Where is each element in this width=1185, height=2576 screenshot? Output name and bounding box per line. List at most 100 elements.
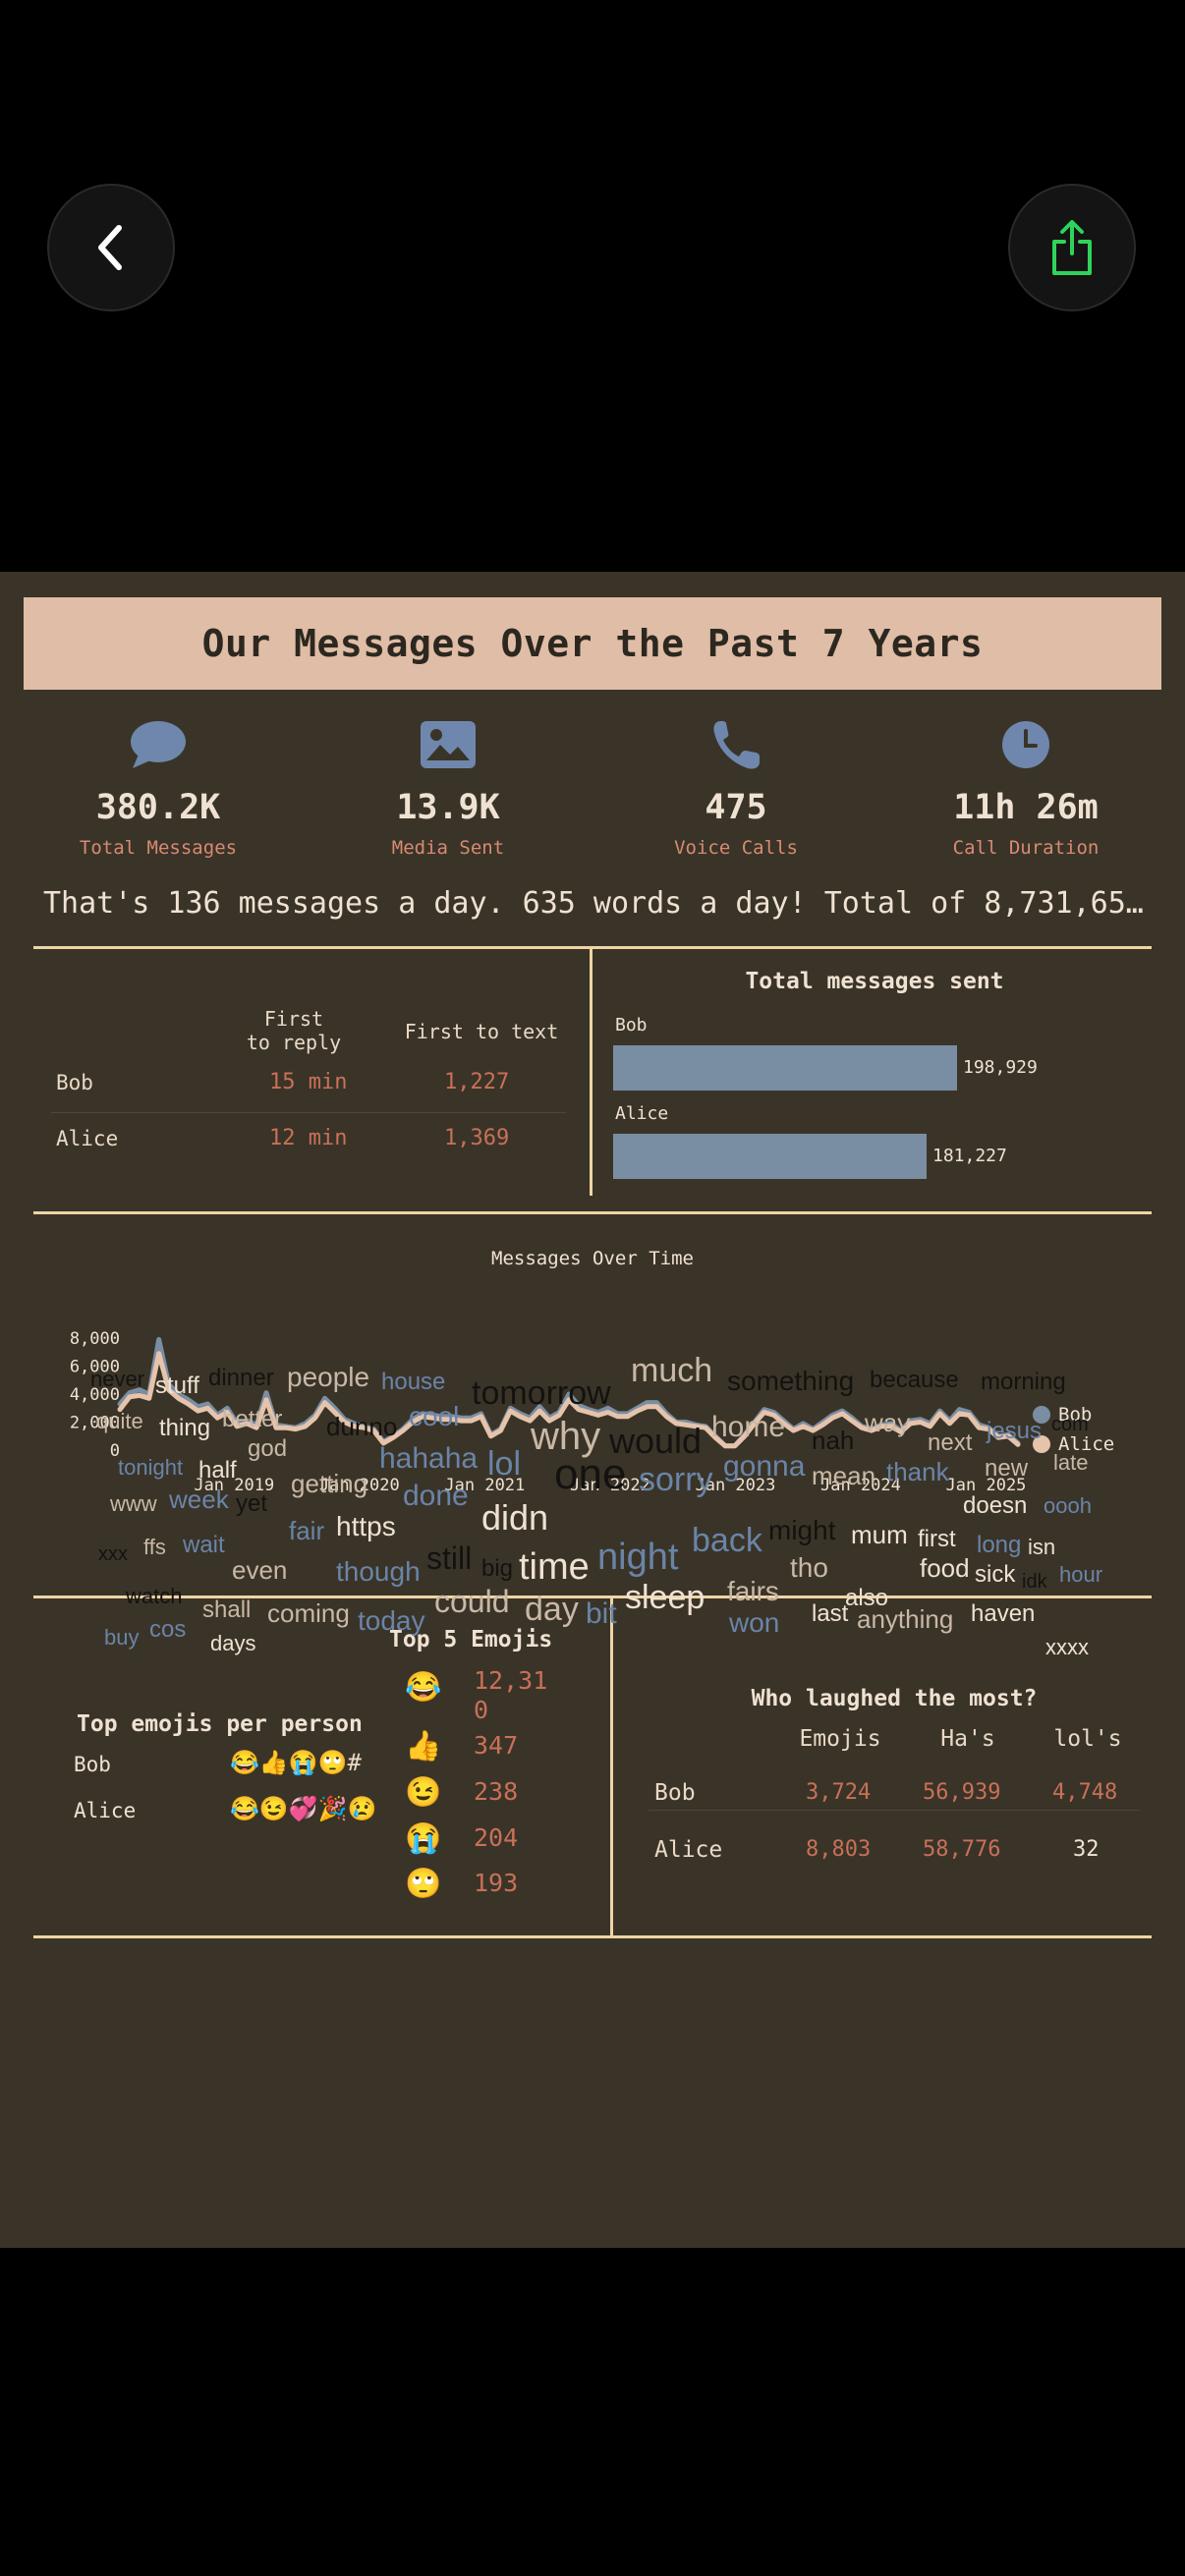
- stat-total-messages: 380.2K Total Messages: [40, 719, 276, 859]
- col-first-reply-line1: First: [263, 1007, 324, 1031]
- word-cloud-word: stuff: [155, 1372, 199, 1399]
- word-cloud-word: dunno: [326, 1412, 398, 1442]
- rank-count: 12,31 0: [474, 1666, 547, 1725]
- word-cloud-word: though: [336, 1555, 421, 1587]
- rank-emoji: 👍: [405, 1729, 442, 1764]
- divider: [33, 1596, 1152, 1598]
- clock-icon: [1002, 721, 1049, 768]
- per-person-emojis: 😂👍😭🙄#: [230, 1749, 362, 1776]
- word-cloud-word: lol: [487, 1444, 522, 1483]
- rank-count: 347: [474, 1731, 519, 1760]
- legend-swatch: [1033, 1435, 1050, 1453]
- word-cloud-word: tho: [790, 1551, 828, 1583]
- col-first-text: First to text: [404, 1020, 559, 1043]
- image-icon: [421, 721, 476, 768]
- word-cloud-word: fairs: [727, 1575, 779, 1606]
- word-cloud-word: won: [729, 1606, 780, 1638]
- row-lols: 32: [1073, 1837, 1100, 1862]
- word-cloud-word: https: [336, 1510, 396, 1541]
- word-cloud-word: shall: [202, 1596, 252, 1623]
- word-cloud-word: week: [169, 1484, 229, 1515]
- legend-swatch: [1033, 1406, 1050, 1424]
- y-tick-label: 2,000: [70, 1414, 120, 1433]
- x-tick-label: Jan 2020: [319, 1476, 400, 1495]
- col-has: Ha's: [940, 1726, 995, 1752]
- summary-text: That's 136 messages a day. 635 words a d…: [43, 886, 1144, 921]
- word-cloud-word: yet: [236, 1489, 268, 1517]
- share-icon: [1052, 220, 1092, 275]
- word-cloud-word: much: [631, 1351, 713, 1389]
- messages-over-time-chart: Messages Over Time 0 2,000 4,000 6,000 8,000…: [70, 1248, 1114, 1495]
- row-name: Bob: [56, 1071, 93, 1094]
- x-tick-label: Jan 2021: [444, 1476, 525, 1495]
- word-cloud-word: mean: [812, 1461, 876, 1491]
- per-person-name: Alice: [74, 1799, 137, 1822]
- bar-value-label: 198,929: [963, 1057, 1038, 1078]
- rank-emoji: 😭: [405, 1821, 442, 1856]
- word-cloud-word: home: [711, 1411, 786, 1443]
- y-tick-label: 4,000: [70, 1385, 120, 1405]
- word-cloud-word: bit: [586, 1597, 617, 1630]
- word-cloud-word: doesn: [963, 1491, 1028, 1519]
- word-cloud-word: better: [222, 1405, 283, 1432]
- word-cloud-word: xxxx: [1045, 1635, 1089, 1660]
- rank-count: 204: [474, 1823, 519, 1852]
- share-button[interactable]: [1008, 184, 1136, 311]
- col-first-reply: First to reply: [240, 1007, 348, 1054]
- bar-alice: [613, 1134, 927, 1179]
- row-name: Alice: [654, 1837, 723, 1863]
- x-tick-label: Jan 2023: [695, 1476, 775, 1495]
- word-cloud-word: hahaha: [379, 1442, 479, 1475]
- word-cloud-word: thing: [159, 1414, 211, 1441]
- divider: [590, 948, 592, 1196]
- report-card: Our Messages Over the Past 7 Years 380.2…: [0, 572, 1185, 2248]
- phone-icon: [713, 721, 760, 769]
- divider: [33, 1211, 1152, 1214]
- word-cloud-word: nah: [812, 1426, 855, 1456]
- word-cloud-word: dinner: [208, 1364, 274, 1391]
- bar-value-label: 181,227: [932, 1146, 1007, 1166]
- word-cloud-word: because: [870, 1366, 959, 1393]
- word-cloud-word: xxx: [98, 1543, 128, 1565]
- word-cloud-word: tonight: [118, 1455, 184, 1481]
- word-cloud-word: quite: [96, 1409, 143, 1434]
- word-cloud-word: time: [519, 1545, 590, 1588]
- word-cloud-word: sleep: [625, 1578, 705, 1616]
- report-title: Our Messages Over the Past 7 Years: [201, 622, 984, 665]
- divider: [610, 1597, 613, 1935]
- word-cloud-word: day: [525, 1590, 579, 1628]
- stat-call-duration: 11h 26m Call Duration: [908, 719, 1144, 859]
- stat-value: 13.9K: [396, 788, 500, 827]
- chart-title: Messages Over Time: [491, 1248, 694, 1269]
- rank-emoji: 😉: [405, 1775, 442, 1810]
- word-cloud-word: jesus: [987, 1417, 1043, 1444]
- stat-media-sent: 13.9K Media Sent: [330, 719, 566, 859]
- per-person-title: Top emojis per person: [77, 1711, 363, 1737]
- row-first-reply: 12 min: [269, 1126, 348, 1150]
- per-person-name: Bob: [74, 1753, 111, 1776]
- row-separator: [649, 1810, 1140, 1811]
- word-cloud-word: new: [985, 1454, 1029, 1482]
- word-cloud-word: sick: [975, 1560, 1016, 1588]
- word-cloud-word: com: [1051, 1414, 1089, 1435]
- word-cloud-word: buy: [104, 1625, 140, 1651]
- word-cloud-word: coming: [267, 1598, 350, 1629]
- word-cloud-word: next: [928, 1428, 973, 1456]
- word-cloud-word: cos: [149, 1615, 187, 1643]
- word-cloud-word: late: [1053, 1450, 1089, 1476]
- series-line-alice: [117, 1351, 1021, 1449]
- y-tick-label: 8,000: [70, 1329, 120, 1349]
- word-cloud-word: didn: [481, 1497, 549, 1539]
- word-cloud-word: www: [110, 1491, 157, 1517]
- word-cloud-word: sorry: [639, 1460, 713, 1498]
- word-cloud-word: gonna: [723, 1450, 806, 1483]
- top-emojis-title: Top 5 Emojis: [389, 1627, 553, 1652]
- rank-count-line1: 12,31: [474, 1666, 548, 1695]
- word-cloud-word: god: [248, 1434, 288, 1462]
- legend-label: Alice: [1058, 1433, 1114, 1455]
- word-cloud-word: night: [597, 1536, 679, 1578]
- word-cloud-word: way: [865, 1408, 911, 1438]
- back-button[interactable]: [47, 184, 175, 311]
- x-tick-label: Jan 2019: [194, 1476, 274, 1495]
- chat-bubble-icon: [131, 721, 186, 768]
